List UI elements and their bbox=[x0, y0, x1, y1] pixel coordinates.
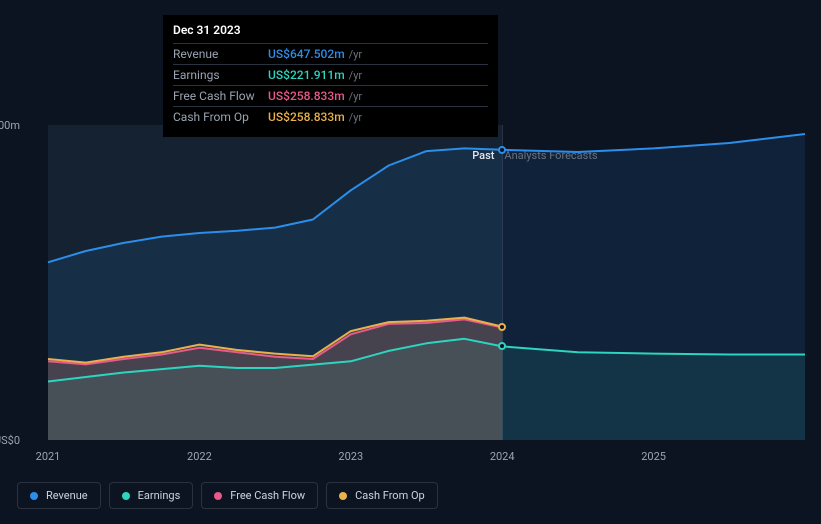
legend-item-label: Free Cash Flow bbox=[230, 489, 305, 502]
legend-dot-icon bbox=[30, 492, 38, 500]
past-label: Past bbox=[472, 149, 494, 162]
x-axis-label: 2022 bbox=[187, 450, 212, 463]
legend-dot-icon bbox=[214, 492, 222, 500]
past-forecast-labels: Past Analysts Forecasts bbox=[472, 149, 597, 162]
legend-item-revenue[interactable]: Revenue bbox=[17, 482, 101, 509]
x-axis-label: 2023 bbox=[338, 450, 363, 463]
legend-item-fcf[interactable]: Free Cash Flow bbox=[201, 482, 318, 509]
tooltip-row: Free Cash FlowUS$258.833m/yr bbox=[173, 85, 488, 106]
legend-dot-icon bbox=[122, 492, 130, 500]
legend-dot-icon bbox=[339, 492, 347, 500]
tooltip-row-unit: /yr bbox=[349, 69, 362, 82]
x-axis-label: 2021 bbox=[36, 450, 61, 463]
tooltip-row-unit: /yr bbox=[349, 48, 362, 61]
tooltip-row: RevenueUS$647.502m/yr bbox=[173, 43, 488, 64]
tooltip: Dec 31 2023 RevenueUS$647.502m/yrEarning… bbox=[163, 15, 498, 137]
series-marker-earnings bbox=[498, 342, 506, 350]
tooltip-date: Dec 31 2023 bbox=[173, 23, 488, 43]
tooltip-row-value: US$258.833m bbox=[268, 89, 345, 103]
chart-area[interactable]: US$700mUS$0PastAnalysts Forecasts bbox=[17, 125, 805, 440]
legend-item-earnings[interactable]: Earnings bbox=[109, 482, 194, 509]
series-marker-cfo bbox=[498, 323, 506, 331]
tooltip-row-unit: /yr bbox=[349, 90, 362, 103]
forecast-label: Analysts Forecasts bbox=[504, 149, 597, 162]
legend-item-cfo[interactable]: Cash From Op bbox=[326, 482, 438, 509]
tooltip-row-value: US$221.911m bbox=[268, 68, 345, 82]
tooltip-row-label: Free Cash Flow bbox=[173, 89, 268, 103]
tooltip-row: Cash From OpUS$258.833m/yr bbox=[173, 106, 488, 127]
tooltip-row: EarningsUS$221.911m/yr bbox=[173, 64, 488, 85]
legend-item-label: Earnings bbox=[138, 489, 181, 502]
tooltip-row-value: US$647.502m bbox=[268, 47, 345, 61]
legend-item-label: Revenue bbox=[46, 489, 88, 502]
tooltip-row-label: Earnings bbox=[173, 68, 268, 82]
x-axis-labels: 2021 2022 2023 2024 2025 bbox=[17, 450, 805, 470]
chart-svg bbox=[17, 125, 805, 440]
tooltip-row-unit: /yr bbox=[349, 111, 362, 124]
tooltip-row-label: Revenue bbox=[173, 47, 268, 61]
legend: Revenue Earnings Free Cash Flow Cash From O… bbox=[17, 482, 438, 509]
x-axis-label: 2024 bbox=[490, 450, 515, 463]
tooltip-row-value: US$258.833m bbox=[268, 110, 345, 124]
x-axis-label: 2025 bbox=[641, 450, 666, 463]
legend-item-label: Cash From Op bbox=[355, 489, 425, 502]
tooltip-row-label: Cash From Op bbox=[173, 110, 268, 124]
tooltip-rows: RevenueUS$647.502m/yrEarningsUS$221.911m… bbox=[173, 43, 488, 127]
